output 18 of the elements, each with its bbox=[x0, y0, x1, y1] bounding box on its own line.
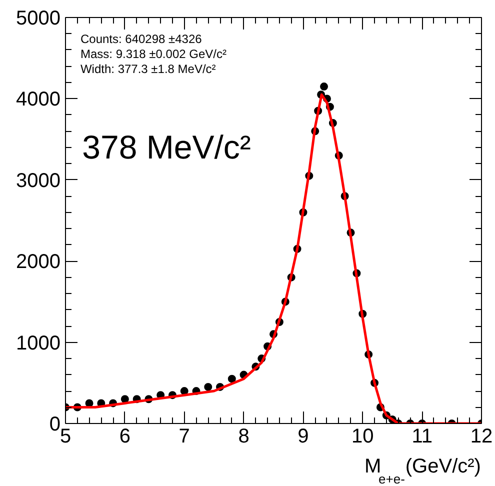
x-tick-label: 8 bbox=[238, 426, 250, 448]
x-tick-label: 11 bbox=[412, 426, 432, 448]
annotation: Mass: 9.318 ±0.002 GeV/c² bbox=[80, 46, 226, 61]
y-tick-label: 3000 bbox=[16, 170, 61, 192]
x-tick-label: 12 bbox=[470, 426, 493, 448]
y-tick-label: 0 bbox=[49, 414, 60, 436]
annotation: 378 MeV/c² bbox=[82, 128, 251, 166]
annotation: Width: 377.3 ±1.8 MeV/c² bbox=[80, 62, 216, 76]
x-tick-label: 7 bbox=[178, 426, 190, 448]
x-tick-label: 10 bbox=[352, 426, 374, 448]
annotation: Counts: 640298 ±4326 bbox=[80, 32, 202, 46]
x-tick-label: 6 bbox=[119, 426, 130, 448]
y-tick-label: 4000 bbox=[16, 88, 61, 111]
y-tick-label: 5000 bbox=[16, 8, 61, 30]
y-tick-label: 2000 bbox=[16, 251, 61, 274]
x-tick-label: 9 bbox=[298, 426, 309, 448]
y-tick-label: 1000 bbox=[16, 332, 61, 354]
x-tick-label: 5 bbox=[60, 426, 72, 448]
